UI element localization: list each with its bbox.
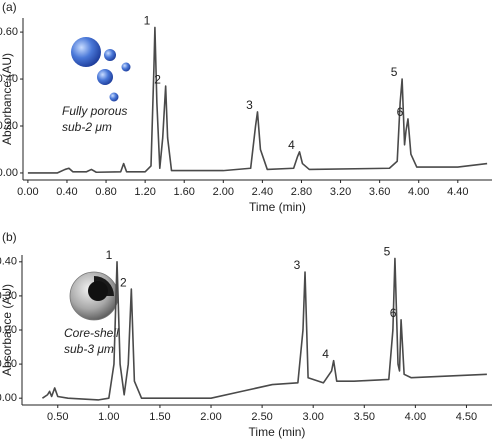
y-tick-label: 0.20	[0, 324, 17, 336]
y-tick-label: 0.30	[0, 290, 17, 302]
x-tick-label: 0.00	[17, 186, 38, 198]
annotation: Core-shell	[64, 326, 119, 340]
peak-label: 4	[288, 138, 295, 152]
y-tick-label: 0.00	[0, 167, 18, 179]
peak-label: 3	[246, 98, 253, 112]
x-tick-label: 2.40	[252, 186, 273, 198]
annotation: sub-3 μm	[64, 342, 114, 356]
x-tick-label: 4.00	[408, 186, 429, 198]
peak-label: 3	[294, 258, 301, 272]
x-tick-label: 2.00	[200, 411, 221, 423]
x-tick-label: 3.60	[369, 186, 390, 198]
x-tick-label: 0.50	[47, 411, 68, 423]
peak-label: 2	[120, 275, 127, 289]
y-axis-label: Absorbance (AU)	[0, 53, 14, 145]
trace	[41, 257, 487, 401]
x-tick-label: 4.40	[447, 186, 468, 198]
x-tick-label: 3.50	[354, 411, 375, 423]
annotation: Fully porous	[62, 104, 127, 118]
panel-label: (a)	[2, 0, 17, 14]
peak-label: 6	[397, 105, 404, 119]
x-tick-label: 4.50	[456, 411, 477, 423]
x-tick-label: 0.40	[56, 186, 77, 198]
x-tick-label: 0.80	[95, 186, 116, 198]
x-tick-label: 1.60	[174, 186, 195, 198]
y-tick-label: 0.10	[0, 358, 17, 370]
peak-label: 6	[390, 306, 397, 320]
x-tick-label: 4.00	[405, 411, 426, 423]
x-axis-label: Time (min)	[249, 425, 306, 439]
x-tick-label: 2.80	[291, 186, 312, 198]
x-tick-label: 1.00	[98, 411, 119, 423]
y-tick-label: 0.00	[0, 392, 17, 404]
peak-label: 4	[322, 347, 329, 361]
peak-label: 5	[384, 245, 391, 259]
y-tick-label: 0.60	[0, 26, 18, 38]
x-tick-label: 2.50	[251, 411, 272, 423]
peak-label: 5	[391, 65, 398, 79]
x-tick-label: 1.50	[149, 411, 170, 423]
y-tick-label: 0.20	[0, 120, 18, 132]
x-tick-label: 2.00	[213, 186, 234, 198]
y-tick-label: 0.40	[0, 73, 18, 85]
peak-label: 1	[106, 248, 113, 262]
x-tick-label: 3.00	[302, 411, 323, 423]
x-axis-label: Time (min)	[249, 200, 306, 214]
annotation: sub-2 μm	[62, 120, 112, 134]
peak-label: 1	[144, 14, 151, 28]
x-tick-label: 3.20	[330, 186, 351, 198]
peak-label: 2	[154, 72, 161, 86]
x-tick-label: 1.20	[134, 186, 155, 198]
trace	[27, 26, 488, 174]
particle-icon-a	[71, 37, 131, 102]
y-tick-label: 0.40	[0, 256, 17, 268]
particle-icon-b	[69, 271, 119, 321]
panel-label: (b)	[2, 230, 17, 244]
y-axis-label: Absorbance (AU)	[0, 284, 14, 376]
